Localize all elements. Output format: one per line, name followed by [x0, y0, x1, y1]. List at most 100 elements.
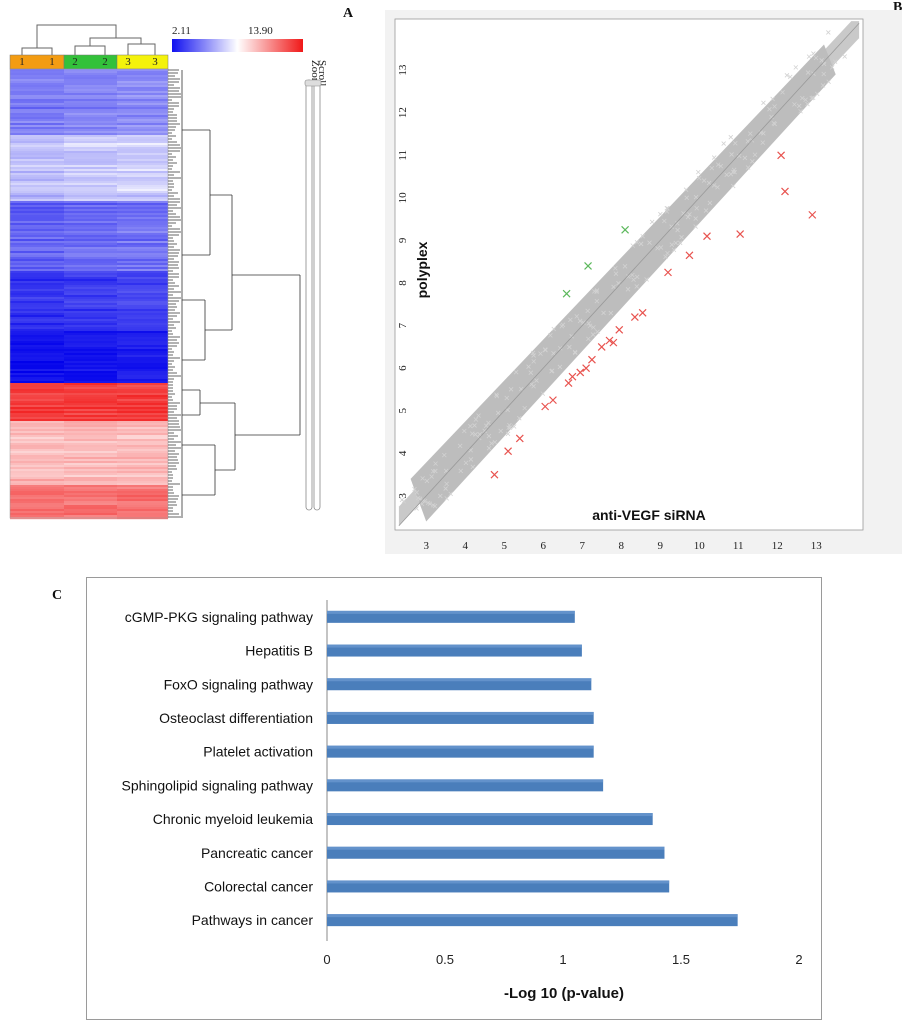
scale-max-label: 13.90 — [248, 25, 273, 37]
scatter-point-down — [504, 447, 513, 456]
scatter-point-down — [490, 470, 499, 479]
scatter-y-label: polyplex — [414, 241, 430, 298]
bar-category-label: FoxO signaling pathway — [164, 676, 313, 692]
sample-label: 2 — [102, 56, 108, 68]
sample-dendrogram — [21, 24, 156, 55]
scatter-x-label: anti-VEGF siRNA — [592, 507, 706, 523]
scatter-point-down — [808, 210, 817, 219]
scatter-y-tick: 5 — [397, 408, 409, 414]
bar-mark — [327, 745, 594, 758]
scatter-y-tick: 11 — [397, 150, 409, 161]
bar-highlight — [327, 779, 604, 783]
scatter-y-tick: 6 — [397, 365, 409, 371]
bar-mark — [327, 711, 594, 724]
panel-c-label: C — [52, 588, 63, 603]
bar-highlight — [327, 610, 575, 614]
bar-highlight — [327, 745, 594, 749]
panel-b-label: B — [893, 0, 903, 15]
group-bar-1 — [9, 54, 65, 70]
scatter-point-down — [685, 251, 694, 260]
scatter-point-down — [609, 338, 618, 347]
color-scale-bar — [172, 39, 303, 52]
bar-highlight — [327, 711, 594, 715]
scatter-y-tick: 8 — [397, 280, 409, 286]
scatter-point-down — [736, 230, 745, 238]
panel-a-label: A — [343, 6, 354, 21]
bar-x-tick: 1.5 — [672, 952, 690, 967]
scatter-point-down — [588, 355, 596, 364]
scatter-y-tick: 10 — [397, 192, 409, 204]
bar-highlight — [327, 914, 738, 918]
scatter-point-down — [777, 151, 786, 160]
scatter-point-up — [621, 225, 630, 234]
scatter-point-down — [568, 372, 577, 381]
sample-label: 3 — [152, 56, 158, 68]
sample-label: 1 — [19, 56, 25, 68]
scatter-point-up — [562, 289, 571, 298]
bar-mark — [327, 914, 738, 927]
sample-label: 2 — [72, 56, 78, 68]
bar-highlight — [327, 813, 653, 817]
bar-category-label: Pathways in cancer — [192, 912, 314, 928]
scatter-point-down — [515, 434, 524, 443]
scatter-point-down — [549, 396, 557, 405]
scatter-x-tick: 11 — [733, 540, 744, 552]
scatter-point-up — [584, 262, 592, 270]
sample-label: 1 — [49, 56, 55, 68]
scatter-point-down — [582, 364, 591, 373]
bar-highlight — [327, 846, 665, 850]
scatter-x-tick: 10 — [694, 540, 706, 552]
bar-x-tick: 2 — [795, 952, 802, 967]
scatter-x-tick: 4 — [462, 540, 468, 552]
bar-category-label: Colorectal cancer — [204, 878, 313, 894]
heatmap-panel: 1 1 2 2 3 3 2.11 13.90 Zoom Scroll — [9, 24, 328, 520]
pathway-bar-chart: cGMP-PKG signaling pathway Hepatitis B Fox… — [122, 600, 803, 1002]
bar-category-label: Osteoclast differentiation — [159, 710, 313, 726]
scatter-x-tick: 9 — [657, 540, 663, 552]
bar-category-label: Sphingolipid signaling pathway — [122, 777, 313, 793]
bar-x-label: -Log 10 (p-value) — [504, 985, 624, 1002]
scatter-point-down — [630, 313, 639, 322]
scatter-x-tick: 6 — [540, 540, 546, 552]
identity-line — [398, 22, 860, 527]
bar-highlight — [327, 644, 582, 648]
bar-x-tick: 0 — [323, 952, 330, 967]
sample-label: 3 — [125, 56, 131, 68]
scatter-point-down — [541, 402, 550, 411]
scatter-y-tick: 4 — [397, 450, 409, 456]
scatter-panel: 3 4 5 6 7 8 9 10 11 12 13 3 4 5 6 7 8 9 10 11 12 13 anti-VEGF… — [385, 10, 902, 554]
scatter-point-down — [605, 336, 614, 345]
scatter-y-tick: 13 — [397, 64, 409, 76]
scatter-y-tick: 12 — [397, 107, 409, 118]
scatter-y-tick: 7 — [397, 322, 409, 328]
bar-x-tick: 1 — [559, 952, 566, 967]
bar-category-label: cGMP-PKG signaling pathway — [125, 609, 313, 625]
gene-dendrogram — [168, 69, 301, 518]
scatter-point-down — [615, 325, 624, 334]
scatter-point-down — [597, 342, 606, 351]
scatter-point-down — [664, 268, 672, 277]
bar-category-label: Platelet activation — [203, 744, 313, 760]
bar-category-label: Chronic myeloid leukemia — [153, 811, 314, 827]
scatter-point-down — [638, 308, 647, 317]
scatter-x-tick: 5 — [501, 540, 507, 552]
scatter-x-tick: 13 — [811, 540, 823, 552]
bar-highlight — [327, 880, 670, 884]
bar-highlight — [327, 678, 592, 682]
scatter-y-tick: 3 — [397, 493, 409, 499]
heatmap-matrix — [9, 68, 169, 520]
scatter-x-tick: 8 — [618, 540, 624, 552]
scatter-y-tick: 9 — [397, 237, 409, 243]
scatter-x-tick: 7 — [579, 540, 585, 552]
bar-category-label: Hepatitis B — [245, 643, 313, 659]
scatter-point-down — [781, 187, 789, 196]
scatter-point-down — [576, 368, 585, 377]
zoom-scroll-slider[interactable]: Zoom Scroll — [304, 60, 328, 511]
scale-min-label: 2.11 — [172, 25, 191, 37]
scatter-point-down — [564, 379, 573, 388]
scatter-x-tick: 3 — [423, 540, 429, 552]
bar-category-label: Pancreatic cancer — [201, 845, 313, 861]
bar-x-tick: 0.5 — [436, 952, 454, 967]
scatter-point-down — [703, 232, 711, 241]
scatter-x-tick: 12 — [772, 540, 783, 552]
